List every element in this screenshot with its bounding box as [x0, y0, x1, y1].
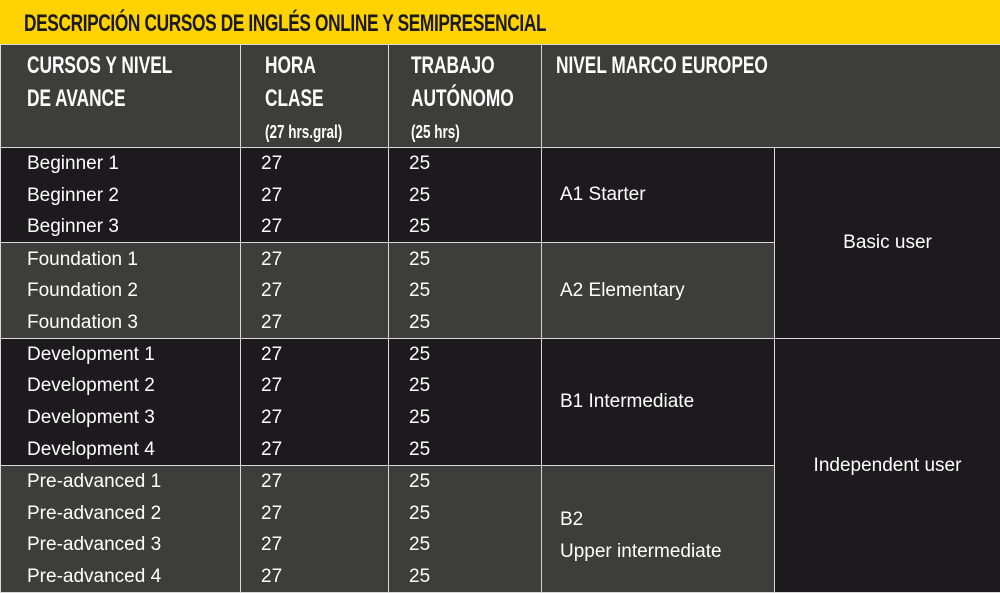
table-row: Pre-advanced 1 27 25 B2 Upper intermediate [0, 464, 1000, 593]
cell-course: Pre-advanced 4 [0, 560, 241, 593]
header-course: CURSOS Y NIVEL DE AVANCE [0, 44, 241, 148]
cell-course: Pre-advanced 3 [0, 529, 241, 561]
cell-level: A1 Starter [541, 146, 775, 244]
level-text: A1 Starter [560, 184, 646, 206]
courses-table: CURSOS Y NIVEL DE AVANCE HORA CLASE (27 hrs… [0, 44, 1000, 593]
table-row: Pre-advanced 3 27 25 [0, 529, 1000, 561]
cell-course: Development 3 [0, 401, 241, 434]
header-subtext: (27 hrs.gral) [265, 122, 343, 142]
table-row: Pre-advanced 2 27 25 [0, 497, 1000, 530]
cell-autonomous: 25 [388, 179, 542, 212]
cell-autonomous: 25 [388, 274, 542, 307]
table-row: Beginner 2 27 25 [0, 179, 1000, 212]
table-row: Development 3 27 25 [0, 401, 1000, 434]
cell-hours: 27 [240, 211, 389, 244]
header-level: NIVEL MARCO EUROPEO [540, 44, 1000, 148]
cell-hours: 27 [240, 306, 389, 339]
cell-autonomous: 25 [388, 560, 542, 593]
table-row: Pre-advanced 4 27 25 [0, 560, 1000, 593]
cell-hours: 27 [240, 274, 389, 307]
level-text: B2 [560, 509, 584, 531]
cell-level: B1 Intermediate [541, 337, 775, 466]
level-text: Upper intermediate [560, 541, 722, 563]
table-row: Foundation 1 27 25 A2 Elementary [0, 242, 1000, 339]
header-hours: HORA CLASE (27 hrs.gral) [240, 44, 389, 148]
cell-course: Development 2 [0, 370, 241, 402]
cell-user-level: Basic user [773, 147, 1000, 339]
cell-course: Beginner 1 [0, 147, 241, 180]
header-autonomous: TRABAJO AUTÓNOMO (25 hrs) [388, 44, 542, 148]
cell-hours: 27 [240, 433, 389, 466]
table-row: Development 4 27 25 [0, 433, 1000, 466]
table-row: Development 1 27 25 B1 Intermediate Independ… [0, 337, 1000, 593]
header-text: TRABAJO [411, 52, 495, 79]
page-title: DESCRIPCIÓN CURSOS DE INGLÉS ONLINE Y SE… [24, 10, 547, 37]
cell-autonomous: 25 [388, 433, 542, 466]
cell-autonomous: 25 [388, 242, 542, 275]
cell-autonomous: 25 [388, 529, 542, 561]
cell-hours: 27 [240, 337, 389, 371]
header-row: CURSOS Y NIVEL DE AVANCE HORA CLASE (27 hrs… [0, 44, 1000, 148]
header-text: CURSOS Y NIVEL [27, 52, 173, 79]
level-text: B1 Intermediate [560, 390, 695, 412]
cell-hours: 27 [240, 401, 389, 434]
cell-hours: 27 [240, 179, 389, 212]
cell-course: Development 4 [0, 433, 241, 466]
cell-hours: 27 [240, 242, 389, 275]
header-text: CLASE [265, 85, 324, 112]
table-row: Beginner 3 27 25 [0, 211, 1000, 244]
level-text: A2 Elementary [560, 279, 685, 301]
table-row: Beginner 1 27 25 A1 Starter Basic user [0, 146, 1000, 339]
cell-course: Beginner 2 [0, 179, 241, 212]
cell-hours: 27 [240, 370, 389, 402]
cell-user-level: Independent user [773, 337, 1000, 593]
cell-level: A2 Elementary [541, 242, 775, 339]
cell-hours: 27 [240, 560, 389, 593]
cell-hours: 27 [240, 464, 389, 498]
cell-hours: 27 [240, 147, 389, 180]
table-row: Foundation 2 27 25 [0, 274, 1000, 307]
cell-autonomous: 25 [388, 497, 542, 530]
header-text: HORA [265, 52, 316, 79]
cell-autonomous: 25 [388, 337, 542, 371]
cell-course: Pre-advanced 1 [0, 464, 241, 498]
cell-autonomous: 25 [388, 401, 542, 434]
header-text: NIVEL MARCO EUROPEO [556, 52, 768, 79]
title-banner: DESCRIPCIÓN CURSOS DE INGLÉS ONLINE Y SE… [0, 0, 1000, 44]
header-text: AUTÓNOMO [411, 85, 514, 112]
cell-autonomous: 25 [388, 464, 542, 498]
cell-autonomous: 25 [388, 211, 542, 244]
cell-autonomous: 25 [388, 306, 542, 339]
cell-course: Beginner 3 [0, 211, 241, 244]
header-text: DE AVANCE [27, 85, 126, 112]
cell-hours: 27 [240, 497, 389, 530]
cell-course: Foundation 3 [0, 306, 241, 339]
cell-level: B2 Upper intermediate [541, 464, 775, 593]
cell-course: Foundation 1 [0, 242, 241, 275]
header-subtext: (25 hrs) [411, 122, 460, 142]
cell-autonomous: 25 [388, 147, 542, 180]
cell-hours: 27 [240, 529, 389, 561]
cell-course: Pre-advanced 2 [0, 497, 241, 530]
cell-course: Foundation 2 [0, 274, 241, 307]
cell-autonomous: 25 [388, 370, 542, 402]
cell-course: Development 1 [0, 337, 241, 371]
table-row: Development 2 27 25 [0, 370, 1000, 402]
